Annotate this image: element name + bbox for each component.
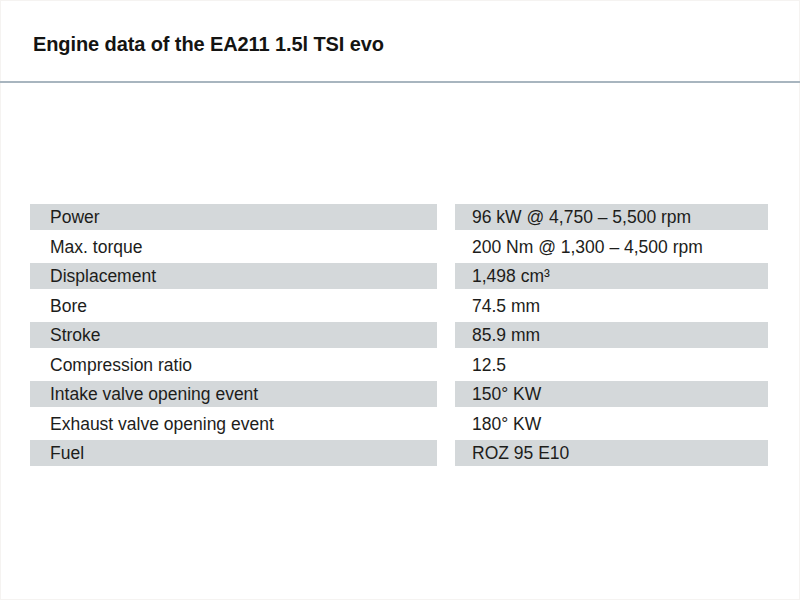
spec-value: 74.5 mm — [455, 293, 768, 319]
spec-label: Fuel — [30, 440, 437, 466]
spec-label: Power — [30, 204, 437, 230]
spec-row: Intake valve opening event 150° KW — [30, 381, 768, 407]
spec-value: 1,498 cm³ — [455, 263, 768, 289]
column-gap — [437, 234, 455, 260]
spec-row: Power 96 kW @ 4,750 – 5,500 rpm — [30, 204, 768, 230]
spec-value: 180° KW — [455, 411, 768, 437]
spec-label: Max. torque — [30, 234, 437, 260]
spec-value: 96 kW @ 4,750 – 5,500 rpm — [455, 204, 768, 230]
column-gap — [437, 322, 455, 348]
spec-label: Stroke — [30, 322, 437, 348]
column-gap — [437, 440, 455, 466]
spec-row: Bore 74.5 mm — [30, 293, 768, 319]
spec-label: Compression ratio — [30, 352, 437, 378]
spec-value: 85.9 mm — [455, 322, 768, 348]
spec-row: Displacement 1,498 cm³ — [30, 263, 768, 289]
title-divider — [0, 81, 800, 83]
spec-row: Exhaust valve opening event 180° KW — [30, 411, 768, 437]
spec-label: Intake valve opening event — [30, 381, 437, 407]
column-gap — [437, 204, 455, 230]
column-gap — [437, 352, 455, 378]
infographic-canvas: Engine data of the EA211 1.5l TSI evo Po… — [0, 0, 800, 600]
spec-value: 150° KW — [455, 381, 768, 407]
spec-value: 200 Nm @ 1,300 – 4,500 rpm — [455, 234, 768, 260]
spec-value: ROZ 95 E10 — [455, 440, 768, 466]
column-gap — [437, 411, 455, 437]
spec-label: Displacement — [30, 263, 437, 289]
column-gap — [437, 381, 455, 407]
spec-value: 12.5 — [455, 352, 768, 378]
spec-label: Exhaust valve opening event — [30, 411, 437, 437]
column-gap — [437, 293, 455, 319]
page-title: Engine data of the EA211 1.5l TSI evo — [33, 34, 384, 54]
spec-label: Bore — [30, 293, 437, 319]
spec-row: Max. torque 200 Nm @ 1,300 – 4,500 rpm — [30, 234, 768, 260]
engine-spec-table: Power 96 kW @ 4,750 – 5,500 rpm Max. torqu… — [30, 204, 768, 470]
spec-row: Stroke 85.9 mm — [30, 322, 768, 348]
spec-row: Compression ratio 12.5 — [30, 352, 768, 378]
spec-row: Fuel ROZ 95 E10 — [30, 440, 768, 466]
column-gap — [437, 263, 455, 289]
